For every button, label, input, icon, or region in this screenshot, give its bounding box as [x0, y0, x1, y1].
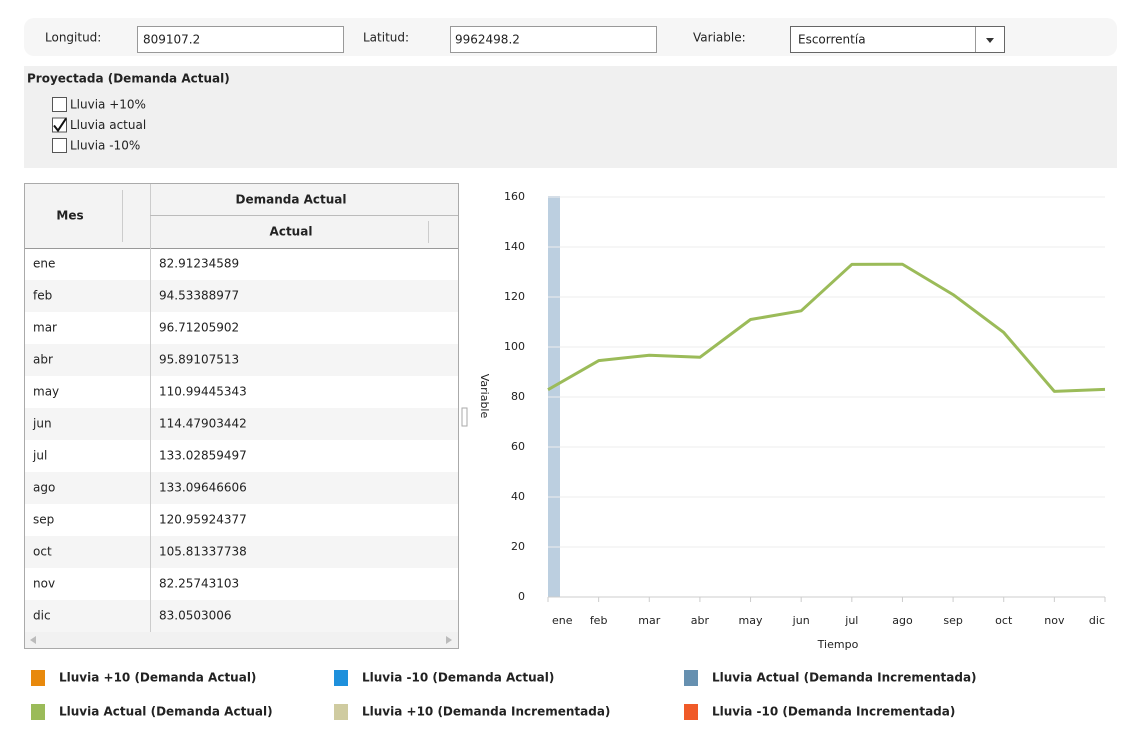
- row-band: [25, 472, 458, 504]
- cell: oct: [33, 545, 52, 559]
- x-tick-label: jun: [792, 614, 810, 627]
- cell: 82.25743103: [159, 577, 239, 591]
- cell: feb: [33, 289, 52, 303]
- series-line: [547, 262, 1106, 393]
- legend-swatch[interactable]: [31, 704, 45, 720]
- x-tick-label: abr: [691, 614, 710, 627]
- legend-label[interactable]: Lluvia +10 (Demanda Actual): [59, 671, 256, 685]
- y-tick-label: 60: [511, 440, 525, 453]
- column-header: Demanda Actual: [236, 193, 347, 207]
- scenario-panel: [24, 66, 1117, 168]
- label: Longitud:: [45, 31, 101, 45]
- label: Latitud:: [363, 31, 409, 45]
- cell: mar: [33, 321, 57, 335]
- cell: 82.91234589: [159, 257, 239, 271]
- legend-swatch[interactable]: [684, 704, 698, 720]
- cell: 83.0503006: [159, 609, 232, 623]
- y-tick-label: 120: [504, 290, 525, 303]
- x-tick-label: ago: [892, 614, 913, 627]
- legend-label[interactable]: Lluvia Actual (Demanda Incrementada): [712, 671, 977, 685]
- x-tick-label: oct: [995, 614, 1013, 627]
- legend-swatch[interactable]: [334, 704, 348, 720]
- label: Variable:: [693, 31, 746, 45]
- panel-title: Proyectada (Demanda Actual): [27, 72, 230, 86]
- y-tick-label: 140: [504, 240, 525, 253]
- select-arrow: [986, 38, 994, 43]
- scroll-left[interactable]: [30, 636, 36, 644]
- input[interactable]: [450, 26, 657, 53]
- cell: 110.99445343: [159, 385, 247, 399]
- checkbox-label: Lluvia actual: [70, 118, 146, 132]
- cell: jul: [32, 449, 47, 463]
- x-tick-label: may: [739, 614, 763, 627]
- x-axis-title: Tiempo: [817, 638, 859, 651]
- input[interactable]: [137, 26, 344, 53]
- legend-label[interactable]: Lluvia -10 (Demanda Incrementada): [712, 705, 955, 719]
- row-band: [25, 280, 458, 312]
- cell: nov: [33, 577, 55, 591]
- input-value: 9962498.2: [455, 33, 520, 47]
- column-header: Actual: [270, 225, 313, 239]
- row-band: [25, 344, 458, 376]
- y-tick-label: 40: [511, 490, 525, 503]
- x-tick-label: mar: [638, 614, 660, 627]
- select[interactable]: [790, 26, 1005, 53]
- x-tick-label: dic: [1089, 614, 1105, 627]
- splitter[interactable]: [461, 407, 468, 427]
- x-tick-label: nov: [1044, 614, 1065, 627]
- x-tick-label: sep: [943, 614, 962, 627]
- cell: 96.71205902: [159, 321, 239, 335]
- cell: 133.02859497: [159, 449, 247, 463]
- check-mark: [53, 117, 67, 133]
- cell: 114.47903442: [159, 417, 247, 431]
- cell: ago: [33, 481, 55, 495]
- legend-swatch[interactable]: [684, 670, 698, 686]
- checkbox-label: Lluvia +10%: [70, 98, 146, 112]
- cell: sep: [33, 513, 54, 527]
- cell: 133.09646606: [159, 481, 247, 495]
- legend-label[interactable]: Lluvia +10 (Demanda Incrementada): [362, 705, 610, 719]
- scroll-right[interactable]: [446, 636, 452, 644]
- y-tick-label: 80: [511, 390, 525, 403]
- cell: 105.81337738: [159, 545, 247, 559]
- cell: 120.95924377: [159, 513, 247, 527]
- y-tick-label: 100: [504, 340, 525, 353]
- x-tick-label: feb: [590, 614, 608, 627]
- column-header: Mes: [56, 209, 83, 223]
- cell: 95.89107513: [159, 353, 239, 367]
- scrollbar[interactable]: [25, 632, 458, 648]
- cell: dic: [33, 609, 51, 623]
- checkbox[interactable]: [52, 97, 67, 112]
- row-band: [25, 536, 458, 568]
- cell: may: [33, 385, 59, 399]
- y-axis-title: Variable: [478, 374, 491, 419]
- legend-label[interactable]: Lluvia -10 (Demanda Actual): [362, 671, 554, 685]
- legend-swatch[interactable]: [334, 670, 348, 686]
- checkbox-label: Lluvia -10%: [70, 139, 140, 153]
- legend-swatch[interactable]: [31, 670, 45, 686]
- x-tick-label: ene: [552, 614, 573, 627]
- row-band: [25, 600, 458, 632]
- x-tick-label: jul: [844, 614, 858, 627]
- select-value: Escorrentía: [798, 33, 866, 47]
- checkbox[interactable]: [52, 138, 67, 153]
- cell: ene: [33, 257, 55, 271]
- cell: 94.53388977: [159, 289, 239, 303]
- y-tick-label: 20: [511, 540, 525, 553]
- cell: jun: [32, 417, 52, 431]
- y-tick-label: 0: [518, 590, 525, 603]
- cell: abr: [33, 353, 53, 367]
- y-tick-label: 160: [504, 190, 525, 203]
- input-value: 809107.2: [143, 33, 200, 47]
- row-band: [25, 408, 458, 440]
- legend-label[interactable]: Lluvia Actual (Demanda Actual): [59, 705, 273, 719]
